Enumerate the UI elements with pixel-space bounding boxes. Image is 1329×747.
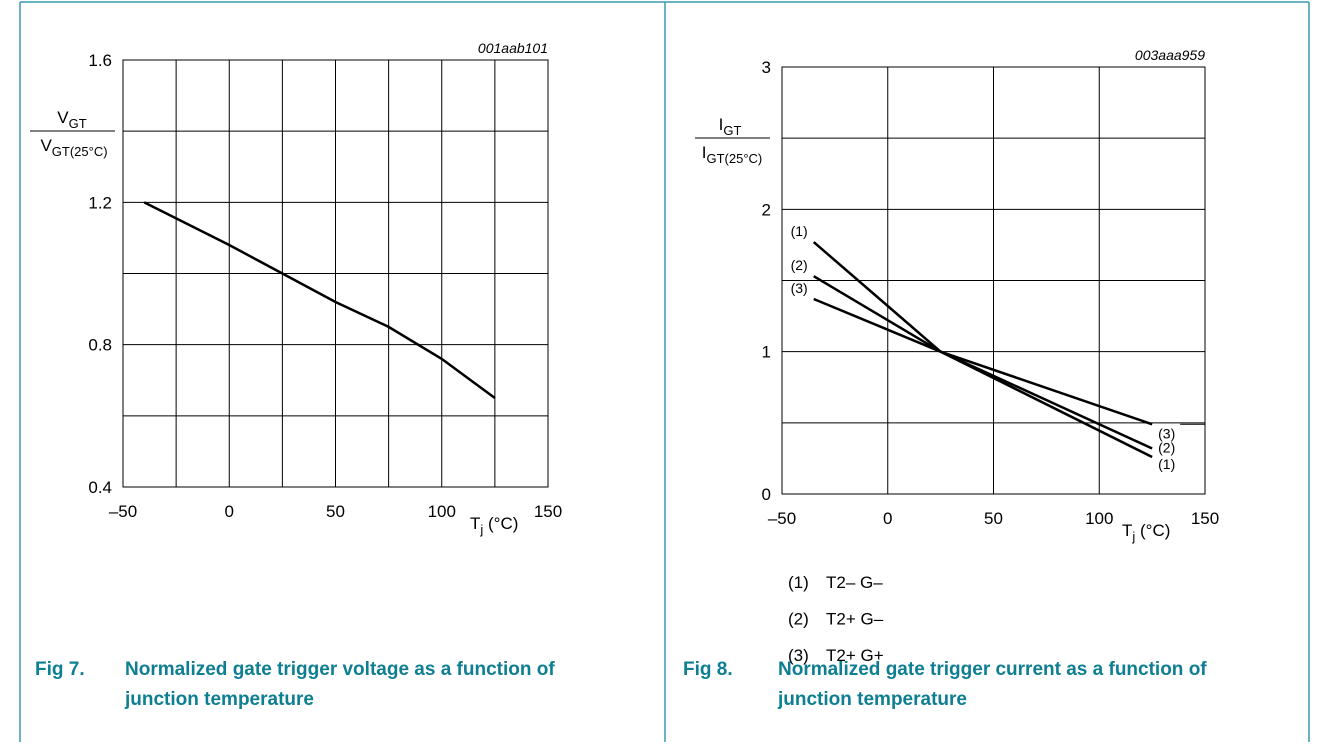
x-label-sub: j <box>1131 529 1135 544</box>
legend-label: (1) <box>788 573 809 592</box>
y-tick-label: 0.4 <box>88 478 112 497</box>
y-label-main: I <box>702 143 707 162</box>
x-label-sub: j <box>479 522 483 537</box>
x-tick-label: 150 <box>534 502 562 521</box>
x-label-unit: (°C) <box>1135 521 1170 540</box>
x-label-main: T <box>1122 521 1132 540</box>
y-label-numerator: IGT <box>719 115 742 138</box>
y-label-main: V <box>57 108 69 127</box>
y-label-numerator: VGT <box>57 108 86 131</box>
figure-number: Fig 7. <box>35 659 85 680</box>
x-label-unit: (°C) <box>483 514 518 533</box>
series-label-left: (1) <box>791 223 808 239</box>
x-tick-label: 50 <box>984 509 1003 528</box>
y-tick-label: 3 <box>762 58 771 77</box>
line-series <box>143 201 496 400</box>
y-label-main: V <box>40 136 52 155</box>
y-label-sub: GT <box>723 123 741 138</box>
x-tick-label: 0 <box>883 509 892 528</box>
x-label: Tj (°C) <box>470 514 518 537</box>
y-label-sub: GT <box>69 116 87 131</box>
x-tick-label: 100 <box>428 502 456 521</box>
y-tick-label: 0.8 <box>88 336 112 355</box>
legend-label: (2) <box>788 610 809 629</box>
legend-name: T2+ G– <box>826 610 884 629</box>
y-label-denominator: IGT(25°C) <box>702 143 763 166</box>
chart-code: 003aaa959 <box>1135 47 1205 63</box>
series-label-right: (1) <box>1158 456 1175 472</box>
line-series <box>813 297 1153 426</box>
figure-caption: junction temperature <box>124 689 314 710</box>
y-label-sub: GT(25°C) <box>52 144 108 159</box>
legend-name: T2– G– <box>826 573 883 592</box>
y-label-denominator: VGT(25°C) <box>40 136 107 159</box>
figure-caption: Normalized gate trigger voltage as a fun… <box>125 659 555 680</box>
figure-caption: Normalized gate trigger current as a fun… <box>778 659 1207 680</box>
x-tick-label: 100 <box>1085 509 1113 528</box>
y-label-sub: GT(25°C) <box>706 151 762 166</box>
x-tick-label: 150 <box>1191 509 1219 528</box>
figure-number: Fig 8. <box>683 659 733 680</box>
series-label-left: (2) <box>791 257 808 273</box>
y-tick-label: 1 <box>762 343 771 362</box>
x-tick-label: 50 <box>326 502 345 521</box>
y-tick-label: 1.6 <box>88 51 112 70</box>
x-label: Tj (°C) <box>1122 521 1170 544</box>
y-tick-label: 0 <box>762 485 771 504</box>
x-tick-label: 0 <box>225 502 234 521</box>
series-label-right: (3) <box>1158 425 1175 441</box>
legend-name: T2+ G+ <box>826 646 884 665</box>
y-tick-label: 2 <box>762 200 771 219</box>
y-tick-label: 1.2 <box>88 193 112 212</box>
x-tick-label: –50 <box>109 502 137 521</box>
legend-label: (3) <box>788 646 809 665</box>
series-label-left: (3) <box>791 280 808 296</box>
x-label-main: T <box>470 514 480 533</box>
chart-code: 001aab101 <box>478 40 548 56</box>
figure-caption: junction temperature <box>777 689 967 710</box>
y-label-main: I <box>719 115 724 134</box>
series-label-right: (2) <box>1158 439 1175 455</box>
x-tick-label: –50 <box>768 509 796 528</box>
